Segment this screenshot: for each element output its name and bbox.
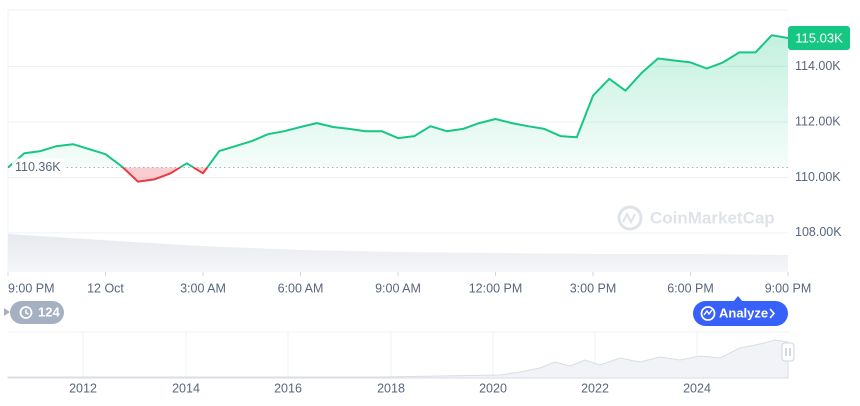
y-tick-label: 108.00K bbox=[795, 225, 842, 239]
watermark-text: CoinMarketCap bbox=[650, 208, 775, 227]
price-area bbox=[8, 35, 788, 182]
navigator-history bbox=[7, 339, 789, 379]
price-line bbox=[7, 34, 789, 183]
navigator-grid bbox=[82, 332, 698, 378]
x-tick-label: 9:00 AM bbox=[375, 281, 421, 295]
x-tick-label: 6:00 AM bbox=[278, 281, 324, 295]
x-tick-label: 9:00 PM bbox=[765, 281, 812, 295]
analyze-button[interactable]: Analyze bbox=[693, 296, 788, 326]
reference-label: 110.36K bbox=[15, 160, 61, 174]
navigator-year-label: 2022 bbox=[581, 381, 609, 395]
navigator-year-label: 2014 bbox=[172, 381, 200, 395]
x-tick-label: 3:00 PM bbox=[570, 281, 617, 295]
watermark: CoinMarketCap bbox=[617, 205, 775, 231]
x-tick-label: 6:00 PM bbox=[667, 281, 714, 295]
y-tick-label: 112.00K bbox=[795, 114, 841, 128]
y-tick-label: 110.00K bbox=[795, 170, 841, 184]
last-price-label: 115.03K bbox=[795, 30, 843, 45]
analyze-label: Analyze bbox=[719, 305, 768, 320]
reference-label-bg bbox=[12, 158, 64, 175]
navigator-year-label: 2012 bbox=[69, 381, 97, 395]
navigator-year-label: 2024 bbox=[683, 381, 711, 395]
x-tick-label: 12 Oct bbox=[87, 281, 124, 295]
x-tick-label: 12:00 PM bbox=[469, 281, 523, 295]
volume-area bbox=[8, 234, 788, 272]
navigator-year-label: 2020 bbox=[479, 381, 507, 395]
x-tick-label: 9:00 PM bbox=[8, 281, 55, 295]
navigator-year-label: 2018 bbox=[377, 381, 405, 395]
navigator-handle[interactable] bbox=[781, 342, 795, 362]
history-badge[interactable]: 124 bbox=[4, 301, 64, 324]
y-tick-label: 114.00K bbox=[795, 59, 841, 73]
x-tick-label: 3:00 AM bbox=[180, 281, 226, 295]
navigator-year-label: 2016 bbox=[274, 381, 302, 395]
last-price-box bbox=[788, 26, 850, 51]
history-count: 124 bbox=[38, 304, 60, 319]
